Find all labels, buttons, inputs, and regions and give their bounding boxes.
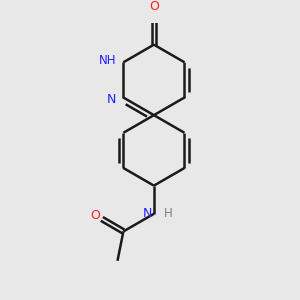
Text: O: O	[149, 0, 159, 13]
Text: N: N	[142, 207, 152, 220]
Text: NH: NH	[99, 54, 116, 67]
Text: O: O	[90, 209, 100, 222]
Text: N: N	[107, 93, 116, 106]
Text: H: H	[164, 207, 172, 220]
